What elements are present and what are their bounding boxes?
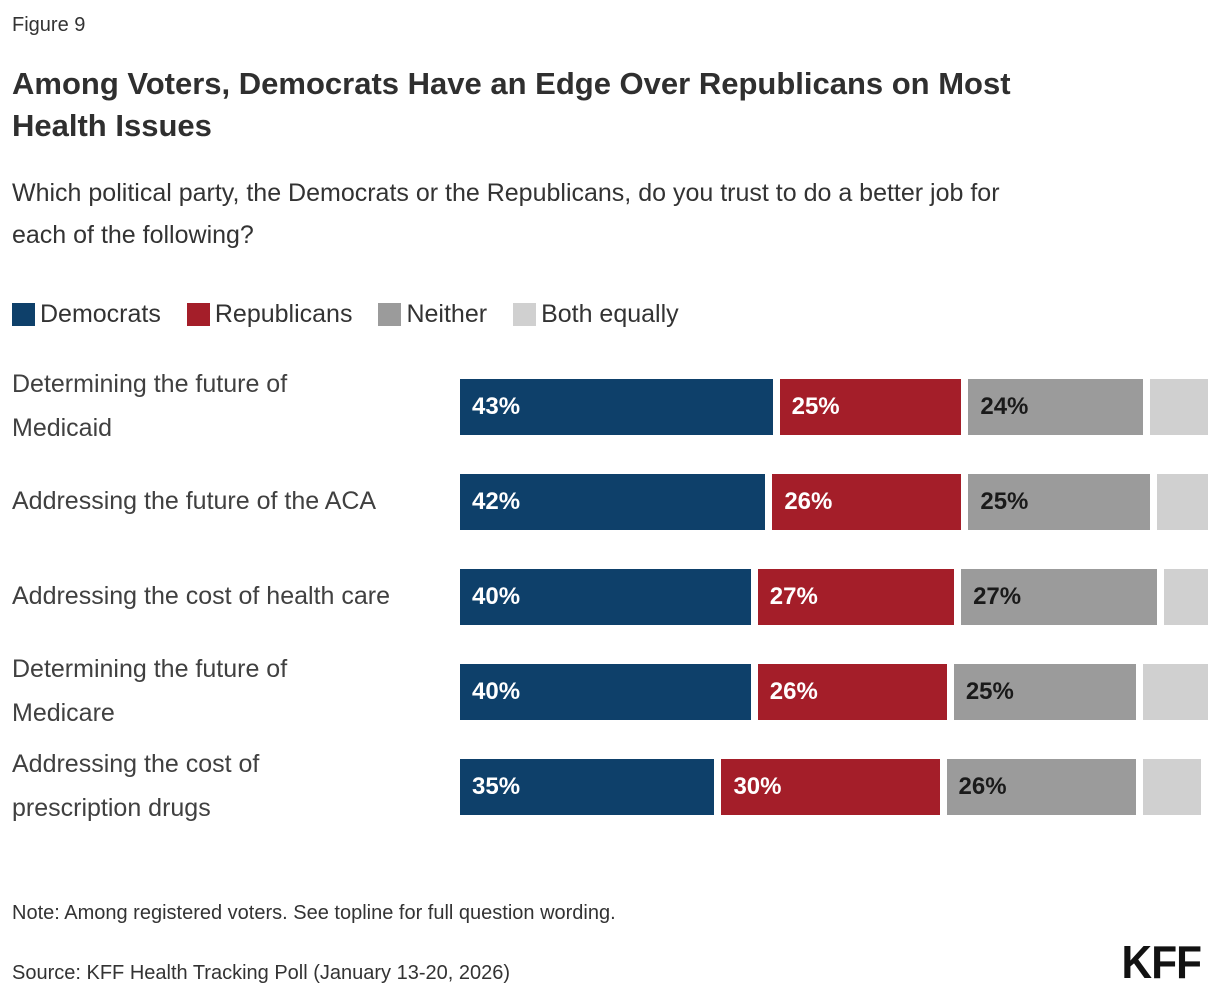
- bar-segment-neither: 25%: [968, 473, 1151, 530]
- chart-row: Addressing the cost of prescription drug…: [12, 739, 1208, 834]
- bar-value-label: 27%: [973, 582, 1022, 610]
- bar-value-label: 25%: [980, 487, 1029, 515]
- chart-row: Determining the future of Medicare 40% 26%…: [12, 644, 1208, 739]
- bar-value-label: 26%: [958, 772, 1007, 800]
- legend-item-democrats: Democrats: [12, 300, 161, 329]
- bar-segment-neither: 24%: [968, 378, 1143, 435]
- bar-segment-democrats: 43%: [460, 378, 773, 435]
- bar-value-label: 25%: [965, 677, 1014, 705]
- legend-label: Republicans: [214, 300, 353, 329]
- chart-row: Determining the future of Medicaid 43% 25%…: [12, 359, 1208, 454]
- legend-swatch-icon: [513, 303, 537, 327]
- bar-value-label: 26%: [784, 487, 833, 515]
- bar-segment-neither: 25%: [953, 663, 1136, 720]
- bar-value-label: 26%: [769, 677, 818, 705]
- legend-swatch-icon: [186, 303, 210, 327]
- bar-segment-neither: 26%: [946, 758, 1136, 815]
- legend-swatch-icon: [378, 303, 402, 327]
- bar-segment-democrats: 42%: [460, 473, 766, 530]
- legend-label: Neither: [406, 300, 488, 329]
- kff-logo: KFF: [1121, 936, 1201, 989]
- legend-item-neither: Neither: [378, 300, 487, 329]
- chart-row: Addressing the cost of health care 40% 27%…: [12, 549, 1208, 644]
- row-category-label: Determining the future of Medicaid: [12, 370, 288, 442]
- row-category-label: Addressing the cost of health care: [12, 582, 391, 611]
- bar-segment-republicans: 27%: [757, 568, 955, 625]
- chart-subtitle: Which political party, the Democrats or …: [12, 179, 1000, 249]
- bar-value-label: 40%: [472, 677, 521, 705]
- row-category-label: Addressing the cost of prescription drug…: [12, 750, 260, 822]
- stacked-bar: 40% 26% 25%: [460, 663, 1208, 720]
- bar-value-label: 25%: [791, 392, 840, 420]
- legend-label: Democrats: [40, 300, 161, 329]
- stacked-bar: 42% 26% 25%: [460, 473, 1208, 530]
- bar-value-label: 24%: [980, 392, 1029, 420]
- figure-number: Figure 9: [12, 14, 86, 36]
- stacked-bar: 40% 27% 27%: [460, 568, 1208, 625]
- bar-value-label: 42%: [472, 487, 521, 515]
- source-text: Source: KFF Health Tracking Poll (Januar…: [12, 962, 511, 985]
- bar-segment-republicans: 30%: [721, 758, 940, 815]
- bar-value-label: 27%: [769, 582, 818, 610]
- bar-segment-democrats: 40%: [460, 663, 751, 720]
- bar-segment-republicans: 26%: [757, 663, 947, 720]
- legend-item-republicans: Republicans: [186, 300, 353, 329]
- legend: Democrats Republicans Neither Both equally: [12, 300, 1208, 329]
- bar-segment-both-equally: [1164, 568, 1208, 625]
- bar-value-label: 40%: [472, 582, 521, 610]
- bar-segment-democrats: 40%: [460, 568, 751, 625]
- bar-segment-republicans: 26%: [772, 473, 962, 530]
- bar-segment-both-equally: [1149, 378, 1208, 435]
- stacked-bar-chart: Determining the future of Medicaid 43% 25%…: [12, 359, 1208, 834]
- legend-swatch-icon: [12, 303, 35, 327]
- bar-value-label: 43%: [472, 392, 521, 420]
- chart-row: Addressing the future of the ACA 42% 26% 25…: [12, 454, 1208, 549]
- chart-title: Among Voters, Democrats Have an Edge Ove…: [12, 66, 1011, 144]
- bar-segment-both-equally: [1142, 758, 1201, 815]
- bar-segment-democrats: 35%: [460, 758, 715, 815]
- bar-segment-both-equally: [1142, 663, 1208, 720]
- note-text: Note: Among registered voters. See topli…: [12, 902, 616, 925]
- source-row: Source: KFF Health Tracking Poll (Januar…: [12, 939, 1208, 985]
- bar-segment-republicans: 25%: [779, 378, 962, 435]
- row-category-label: Determining the future of Medicare: [12, 655, 288, 727]
- bar-value-label: 35%: [472, 772, 521, 800]
- stacked-bar: 35% 30% 26%: [460, 758, 1201, 815]
- bar-segment-both-equally: [1157, 473, 1208, 530]
- legend-item-both-equally: Both equally: [513, 300, 679, 329]
- bar-value-label: 30%: [733, 772, 782, 800]
- row-category-label: Addressing the future of the ACA: [12, 487, 377, 516]
- bar-segment-neither: 27%: [961, 568, 1158, 625]
- legend-label: Both equally: [541, 300, 679, 329]
- stacked-bar: 43% 25% 24%: [460, 378, 1208, 435]
